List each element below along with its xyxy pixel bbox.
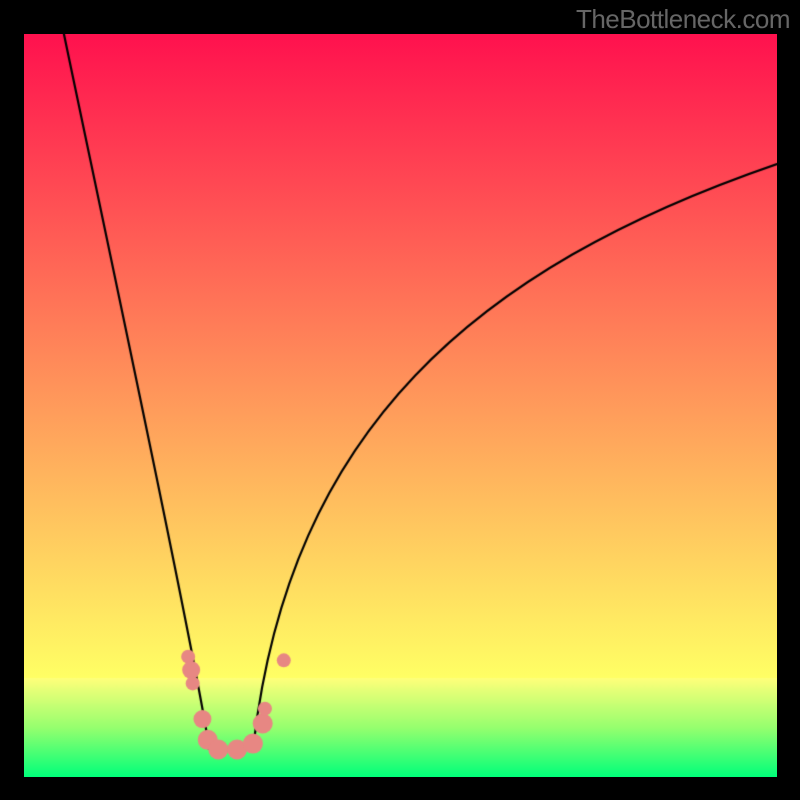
- watermark-text: TheBottleneck.com: [576, 4, 790, 35]
- stage: TheBottleneck.com: [0, 0, 800, 800]
- bottleneck-chart: [24, 34, 777, 777]
